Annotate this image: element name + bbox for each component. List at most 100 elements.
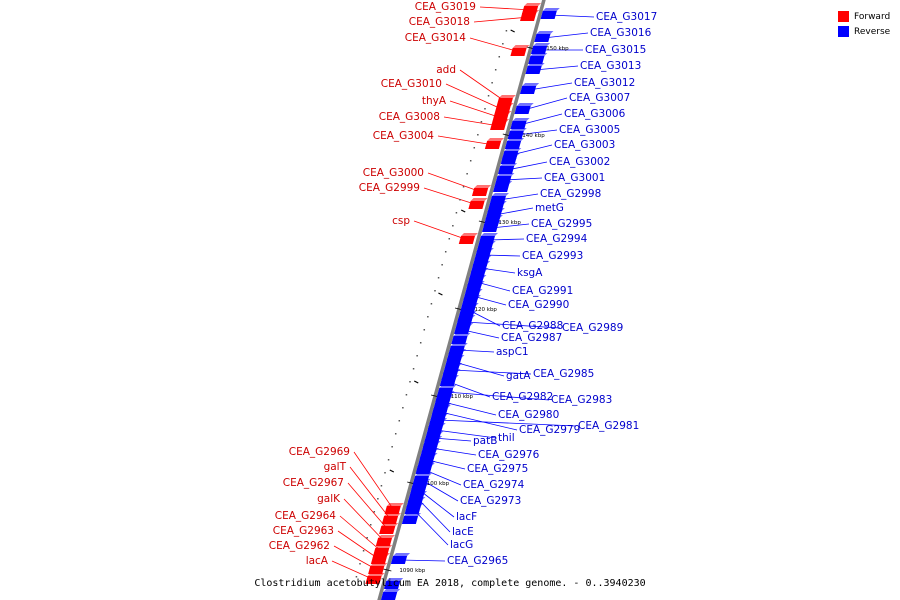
minor-tick <box>373 511 376 513</box>
leader-line <box>504 177 543 181</box>
reverse-gene-block <box>419 448 439 459</box>
forward-gene-label: CEA_G2967 <box>283 477 344 489</box>
forward-gene-label: add <box>436 64 456 76</box>
reverse-gene-label: CEA_G2989 <box>562 322 623 334</box>
legend-swatch-reverse <box>838 26 849 37</box>
reverse-gene-block <box>500 153 520 164</box>
leader-line <box>446 391 550 401</box>
forward-gene-label: CEA_G2969 <box>289 446 350 458</box>
reverse-gene-label: CEA_G3016 <box>590 27 652 39</box>
minor-tick <box>505 30 508 32</box>
legend-label-reverse: Reverse <box>854 26 891 37</box>
leader-line <box>519 113 563 126</box>
reverse-gene-block <box>504 138 525 149</box>
leader-line <box>430 447 477 456</box>
reverse-gene-label: CEA_G2979 <box>519 424 580 436</box>
minor-tick <box>487 95 490 97</box>
reverse-gene-block <box>406 497 426 508</box>
minor-tick <box>402 407 404 409</box>
minor-tick <box>455 212 458 214</box>
minor-tick <box>405 394 408 396</box>
leader-line <box>423 187 478 206</box>
reverse-gene-label: CEA_G2980 <box>498 409 559 421</box>
forward-gene-block <box>375 535 396 546</box>
leader-line <box>400 559 446 562</box>
minor-tick <box>477 134 479 136</box>
reverse-gene-block <box>454 323 474 334</box>
minor-tick <box>423 329 426 331</box>
forward-gene-block <box>484 138 505 149</box>
reverse-gene-block <box>528 53 548 64</box>
forward-gene-block <box>510 45 530 56</box>
reverse-gene-label: aspC1 <box>496 346 529 358</box>
legend-label-forward: Forward <box>854 11 891 22</box>
minor-tick <box>498 56 501 58</box>
leader-line <box>443 116 500 127</box>
reverse-gene-label: CEA_G2981 <box>578 420 639 432</box>
reverse-gene-label: CEA_G3006 <box>564 108 626 120</box>
reverse-gene-block <box>457 311 477 322</box>
reverse-gene-label: CEA_G2993 <box>522 250 583 262</box>
tick-label: 1120 kbp <box>471 307 497 313</box>
leader-line <box>343 498 386 543</box>
forward-gene-block <box>520 10 540 21</box>
minor-tick <box>491 82 493 84</box>
minor-tick <box>437 277 440 279</box>
reverse-gene-block <box>487 201 507 212</box>
forward-gene-label: CEA_G3010 <box>381 78 442 90</box>
reverse-gene-label: lacF <box>456 511 477 523</box>
minor-tick <box>502 43 504 45</box>
minor-tick <box>444 251 447 253</box>
minor-tick <box>394 433 397 435</box>
reverse-gene-block <box>446 349 467 360</box>
reverse-gene-block <box>451 333 471 344</box>
leader-line <box>419 489 455 518</box>
tick-label: 1140 kbp <box>519 133 545 139</box>
reverse-gene-label: CEA_G2982 <box>492 391 553 403</box>
minor-tick <box>484 108 486 110</box>
forward-gene-label: lacA <box>306 555 329 567</box>
reverse-gene-block <box>384 578 404 589</box>
leader-line <box>443 401 497 416</box>
reverse-gene-block <box>493 181 513 192</box>
leader-line <box>435 429 497 439</box>
reverse-gene-label: CEA_G2985 <box>533 368 594 380</box>
reverse-gene-block <box>427 418 448 429</box>
reverse-gene-block <box>416 461 436 472</box>
reverse-gene-label: CEA_G2988 <box>502 320 563 332</box>
reverse-gene-block <box>525 63 545 74</box>
leader-line <box>413 509 449 546</box>
leader-line <box>438 419 577 427</box>
reverse-gene-label: CEA_G2974 <box>463 479 525 491</box>
minor-dash <box>460 209 466 213</box>
reverse-gene-block <box>514 103 534 114</box>
reverse-gene-label: CEA_G2991 <box>512 285 573 297</box>
reverse-gene-block <box>507 128 527 139</box>
reverse-gene-label: CEA_G3003 <box>554 139 615 151</box>
reverse-gene-block <box>411 479 431 490</box>
reverse-gene-block <box>519 83 540 94</box>
reverse-gene-label: CEA_G3007 <box>569 92 630 104</box>
leader-line <box>465 321 561 329</box>
tick-mark <box>383 568 392 572</box>
leader-line <box>549 14 595 18</box>
leader-line <box>507 161 548 171</box>
reverse-gene-block <box>432 403 452 414</box>
minor-tick <box>359 563 361 565</box>
leader-line <box>498 193 539 201</box>
minor-tick <box>434 290 436 292</box>
leader-line <box>333 545 378 571</box>
reverse-gene-block <box>390 553 411 564</box>
reverse-gene-label: CEA_G2987 <box>501 332 562 344</box>
reverse-gene-block <box>472 255 492 266</box>
leader-line <box>445 83 504 111</box>
tick-label: 1110 kbp <box>447 394 473 400</box>
forward-gene-label: thyA <box>422 95 447 107</box>
minor-tick <box>369 524 372 526</box>
leader-line <box>523 97 568 111</box>
leader-line <box>339 515 383 553</box>
minor-tick <box>412 368 415 370</box>
reverse-gene-label: patB <box>473 435 497 447</box>
